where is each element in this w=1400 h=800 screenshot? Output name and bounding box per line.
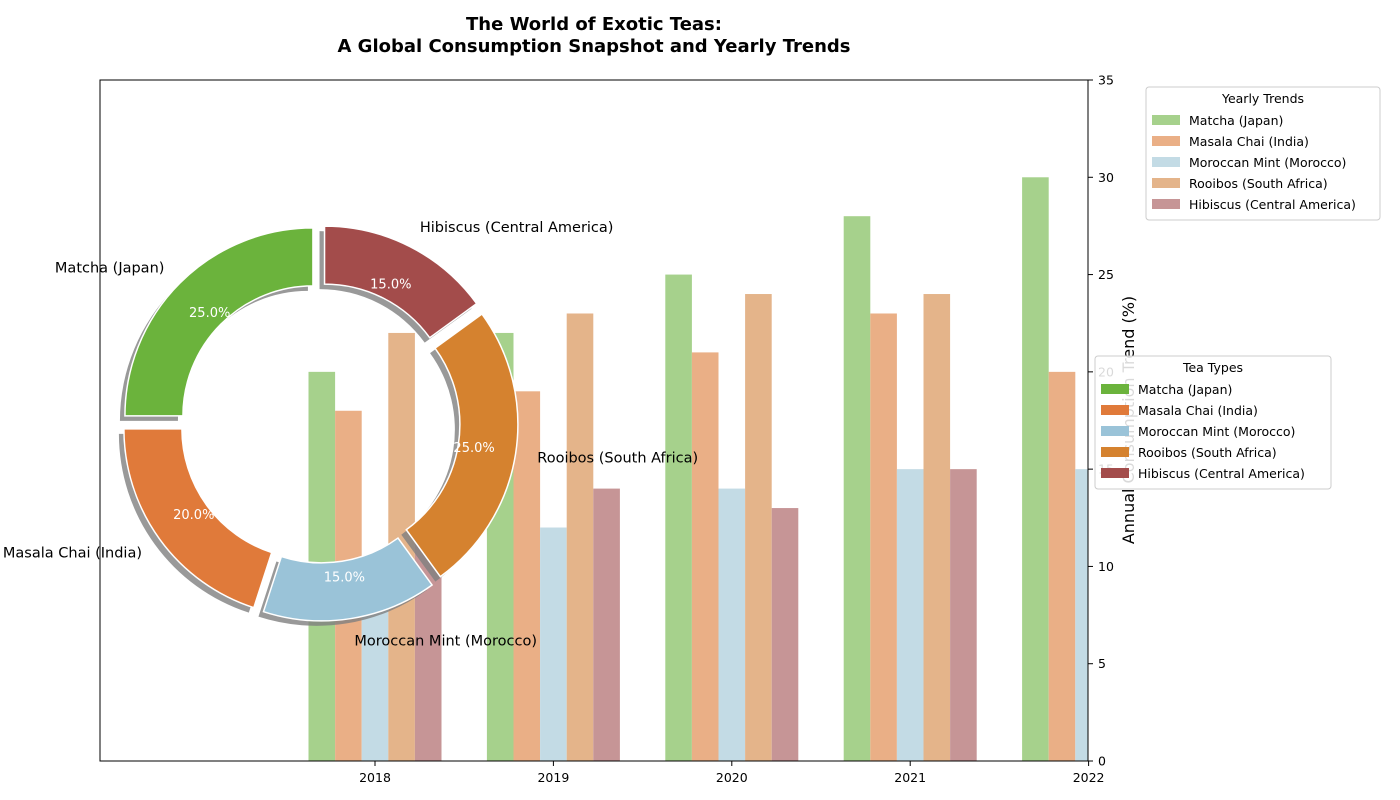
legend-entry-label: Masala Chai (India) — [1138, 403, 1258, 418]
donut-wedge-hibiscus-central-america — [323, 225, 478, 339]
bar-hibiscus-central-america--2022 — [1129, 508, 1156, 761]
bar-moroccan-mint-morocco--2022 — [1075, 469, 1088, 761]
chart-title-line1: The World of Exotic Teas: — [466, 14, 722, 35]
donut-pct-label: 15.0% — [370, 278, 411, 293]
bar-masala-chai-india--2020 — [691, 352, 719, 761]
donut-pct-label: 25.0% — [189, 306, 230, 321]
y-tick-label: 30 — [1098, 170, 1114, 185]
donut-wedge-matcha-japan — [124, 227, 314, 417]
y-tick-label: 35 — [1098, 73, 1114, 88]
y-tick-label: 0 — [1098, 754, 1106, 769]
donut-pct-label: 20.0% — [173, 508, 214, 523]
legend-swatch — [1101, 384, 1129, 394]
legend-swatch — [1101, 405, 1129, 415]
bar-hibiscus-central-america--2021 — [950, 469, 977, 761]
legend-swatch — [1152, 199, 1180, 209]
bar-masala-chai-india--2021 — [870, 313, 897, 761]
x-tick-label: 2022 — [1073, 770, 1105, 785]
bar-matcha-japan--2022 — [1022, 177, 1049, 761]
bar-masala-chai-india--2019 — [513, 391, 541, 761]
legend-entry-label: Rooibos (South Africa) — [1189, 176, 1328, 191]
legend-swatch — [1101, 468, 1129, 478]
legend-entry-label: Rooibos (South Africa) — [1138, 445, 1277, 460]
legend-frame — [1145, 86, 1381, 221]
bar-moroccan-mint-morocco--2020 — [718, 488, 746, 761]
x-tick-label: 2020 — [716, 770, 748, 785]
x-tick-label: 2021 — [894, 770, 926, 785]
legend-frame — [1094, 355, 1332, 490]
x-tick-label: 2018 — [359, 770, 391, 785]
bar-masala-chai-india--2022 — [1048, 371, 1076, 761]
y-tick-label: 10 — [1098, 559, 1114, 574]
legend-entry-label: Moroccan Mint (Morocco) — [1138, 424, 1295, 439]
bar-rooibos-south-africa--2019 — [566, 313, 594, 761]
donut-pct-label: 25.0% — [453, 441, 494, 456]
donut-category-label: Hibiscus (Central America) — [420, 220, 614, 236]
legend-swatch — [1152, 178, 1180, 188]
donut-wedge-rooibos-south-africa — [405, 313, 519, 578]
donut-wedge-masala-chai-india — [123, 428, 273, 609]
y-tick-label: 5 — [1098, 656, 1106, 671]
legend-title: Tea Types — [1182, 360, 1243, 375]
legend-entry-label: Matcha (Japan) — [1189, 113, 1283, 128]
legend-swatch — [1152, 136, 1180, 146]
donut-pct-label: 15.0% — [324, 571, 365, 586]
legend-entry-label: Masala Chai (India) — [1189, 134, 1309, 149]
axes-layer: 0510152025303520182019202020212022 — [99, 73, 1114, 785]
bar-matcha-japan--2021 — [843, 216, 871, 761]
bar-moroccan-mint-morocco--2019 — [540, 527, 567, 761]
legend-title: Yearly Trends — [1221, 91, 1304, 106]
legend-yearly-trends: Yearly Trends Matcha (Japan) Masala Chai (… — [1145, 86, 1381, 221]
legend-swatch — [1101, 426, 1129, 436]
donut-wedge-moroccan-mint-morocco — [262, 537, 434, 622]
bar-matcha-japan--2020 — [665, 274, 692, 761]
donut-category-label: Masala Chai (India) — [3, 545, 142, 561]
legend-entry-label: Hibiscus (Central America) — [1138, 466, 1305, 481]
legend-entry-label: Matcha (Japan) — [1138, 382, 1232, 397]
donut-category-label: Moroccan Mint (Morocco) — [354, 633, 537, 649]
bar-rooibos-south-africa--2020 — [745, 294, 772, 761]
legend-tea-types: Tea Types Matcha (Japan) Masala Chai (Indi… — [1094, 355, 1332, 490]
donut-category-label: Rooibos (South Africa) — [537, 450, 698, 466]
legend-entry-label: Moroccan Mint (Morocco) — [1189, 155, 1346, 170]
legend-entry-label: Hibiscus (Central America) — [1189, 197, 1356, 212]
bar-rooibos-south-africa--2021 — [923, 294, 951, 761]
legend-swatch — [1101, 447, 1129, 457]
plot-frame — [99, 79, 1089, 762]
donut-chart: 25.0% Matcha (Japan) 20.0% Masala Chai (Ind… — [3, 220, 698, 649]
x-tick-label: 2019 — [537, 770, 569, 785]
legend-swatch — [1152, 157, 1180, 167]
legend-swatch — [1152, 115, 1180, 125]
y-tick-label: 25 — [1098, 267, 1114, 282]
chart-title-line2: A Global Consumption Snapshot and Yearly… — [337, 36, 850, 57]
bar-hibiscus-central-america--2020 — [771, 508, 799, 761]
donut-category-label: Matcha (Japan) — [55, 260, 165, 276]
bar-hibiscus-central-america--2019 — [593, 488, 620, 761]
bar-moroccan-mint-morocco--2021 — [896, 469, 924, 761]
